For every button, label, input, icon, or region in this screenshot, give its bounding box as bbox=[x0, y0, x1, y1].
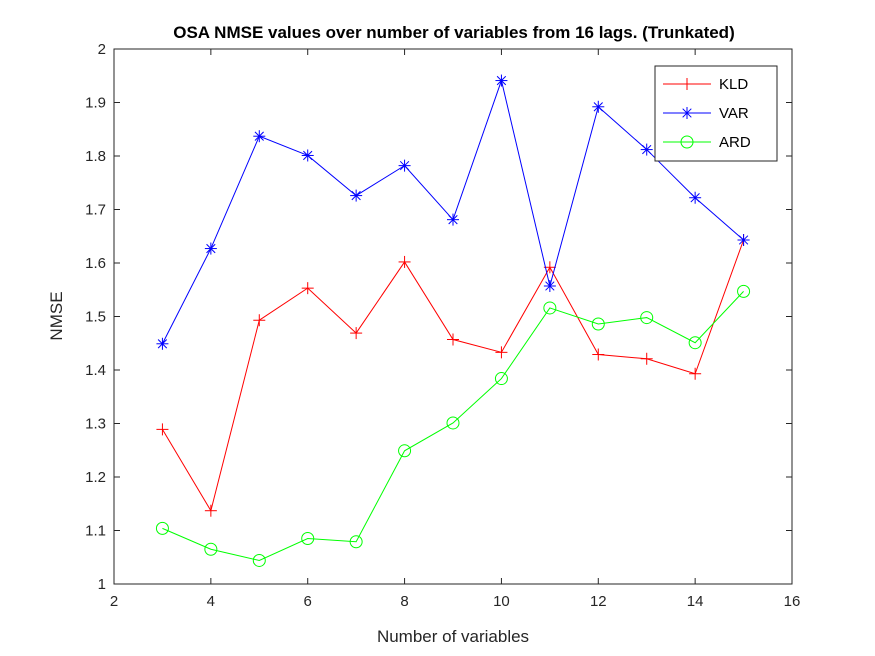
data-point bbox=[495, 346, 508, 359]
data-point bbox=[688, 336, 702, 350]
legend-item-ard: ARD bbox=[663, 134, 751, 151]
data-point bbox=[156, 337, 169, 350]
data-point bbox=[204, 542, 218, 556]
data-point bbox=[301, 532, 315, 546]
x-tick-label: 14 bbox=[687, 593, 704, 610]
data-point bbox=[592, 348, 605, 361]
data-point bbox=[737, 284, 751, 298]
data-point bbox=[156, 423, 169, 436]
data-point bbox=[155, 521, 169, 535]
data-point bbox=[494, 372, 508, 386]
data-point bbox=[689, 191, 702, 204]
data-point bbox=[398, 444, 412, 458]
data-point bbox=[301, 149, 314, 162]
y-tick-label: 1.8 bbox=[85, 148, 106, 165]
data-point bbox=[350, 189, 363, 202]
data-point bbox=[446, 416, 460, 430]
legend-label: KLD bbox=[719, 76, 748, 93]
data-point bbox=[252, 553, 266, 567]
y-tick-label: 1.6 bbox=[85, 255, 106, 272]
data-point bbox=[398, 255, 411, 268]
x-tick-label: 8 bbox=[400, 593, 408, 610]
data-point bbox=[681, 107, 693, 119]
legend-item-kld: KLD bbox=[663, 76, 748, 93]
data-point bbox=[398, 159, 411, 172]
y-tick-label: 1.1 bbox=[85, 523, 106, 540]
legend-label: ARD bbox=[719, 134, 751, 151]
x-tick-label: 12 bbox=[590, 593, 607, 610]
series-line bbox=[162, 291, 744, 561]
data-point bbox=[591, 317, 605, 331]
data-point bbox=[640, 311, 654, 325]
data-point bbox=[301, 282, 314, 295]
data-point bbox=[543, 280, 556, 293]
chart-title: OSA NMSE values over number of variables… bbox=[173, 23, 734, 42]
data-point bbox=[737, 233, 750, 246]
data-point bbox=[253, 130, 266, 143]
legend-item-var: VAR bbox=[663, 105, 749, 122]
y-tick-label: 1.7 bbox=[85, 202, 106, 219]
x-tick-label: 6 bbox=[304, 593, 312, 610]
y-tick-label: 1.4 bbox=[85, 362, 106, 379]
y-tick-label: 2 bbox=[98, 41, 106, 58]
data-point bbox=[640, 143, 653, 156]
legend-label: VAR bbox=[719, 105, 749, 122]
data-point bbox=[495, 74, 508, 87]
x-tick-label: 10 bbox=[493, 593, 510, 610]
data-point bbox=[447, 213, 459, 226]
y-tick-label: 1 bbox=[98, 576, 106, 593]
axis-ticks: 2 4 6 8 10 12 14 16 1 1.1 1.2 1.3 1.4 1.5 1.6 1.7 1.8 1.9… bbox=[85, 41, 800, 610]
y-tick-label: 1.5 bbox=[85, 309, 106, 326]
data-point bbox=[253, 314, 266, 327]
data-point bbox=[640, 352, 653, 365]
series-ard bbox=[155, 284, 751, 567]
y-tick-label: 1.3 bbox=[85, 416, 106, 433]
data-point bbox=[680, 135, 694, 149]
x-tick-label: 4 bbox=[207, 593, 215, 610]
y-tick-label: 1.9 bbox=[85, 95, 106, 112]
data-point bbox=[204, 504, 217, 517]
series-kld bbox=[156, 233, 750, 517]
data-point bbox=[592, 100, 605, 113]
y-axis-label: NMSE bbox=[47, 291, 66, 340]
x-tick-label: 2 bbox=[110, 593, 118, 610]
data-point bbox=[681, 78, 693, 90]
x-tick-label: 16 bbox=[784, 593, 801, 610]
data-point bbox=[204, 242, 217, 255]
x-axis-label: Number of variables bbox=[377, 627, 529, 646]
legend: KLD VAR ARD bbox=[654, 65, 778, 162]
data-point bbox=[349, 535, 363, 549]
series-var bbox=[156, 74, 750, 350]
data-point bbox=[543, 301, 557, 315]
data-point bbox=[447, 333, 459, 346]
series-layer bbox=[155, 74, 751, 567]
y-tick-label: 1.2 bbox=[85, 469, 106, 486]
data-point bbox=[350, 327, 363, 340]
data-point bbox=[689, 367, 702, 380]
